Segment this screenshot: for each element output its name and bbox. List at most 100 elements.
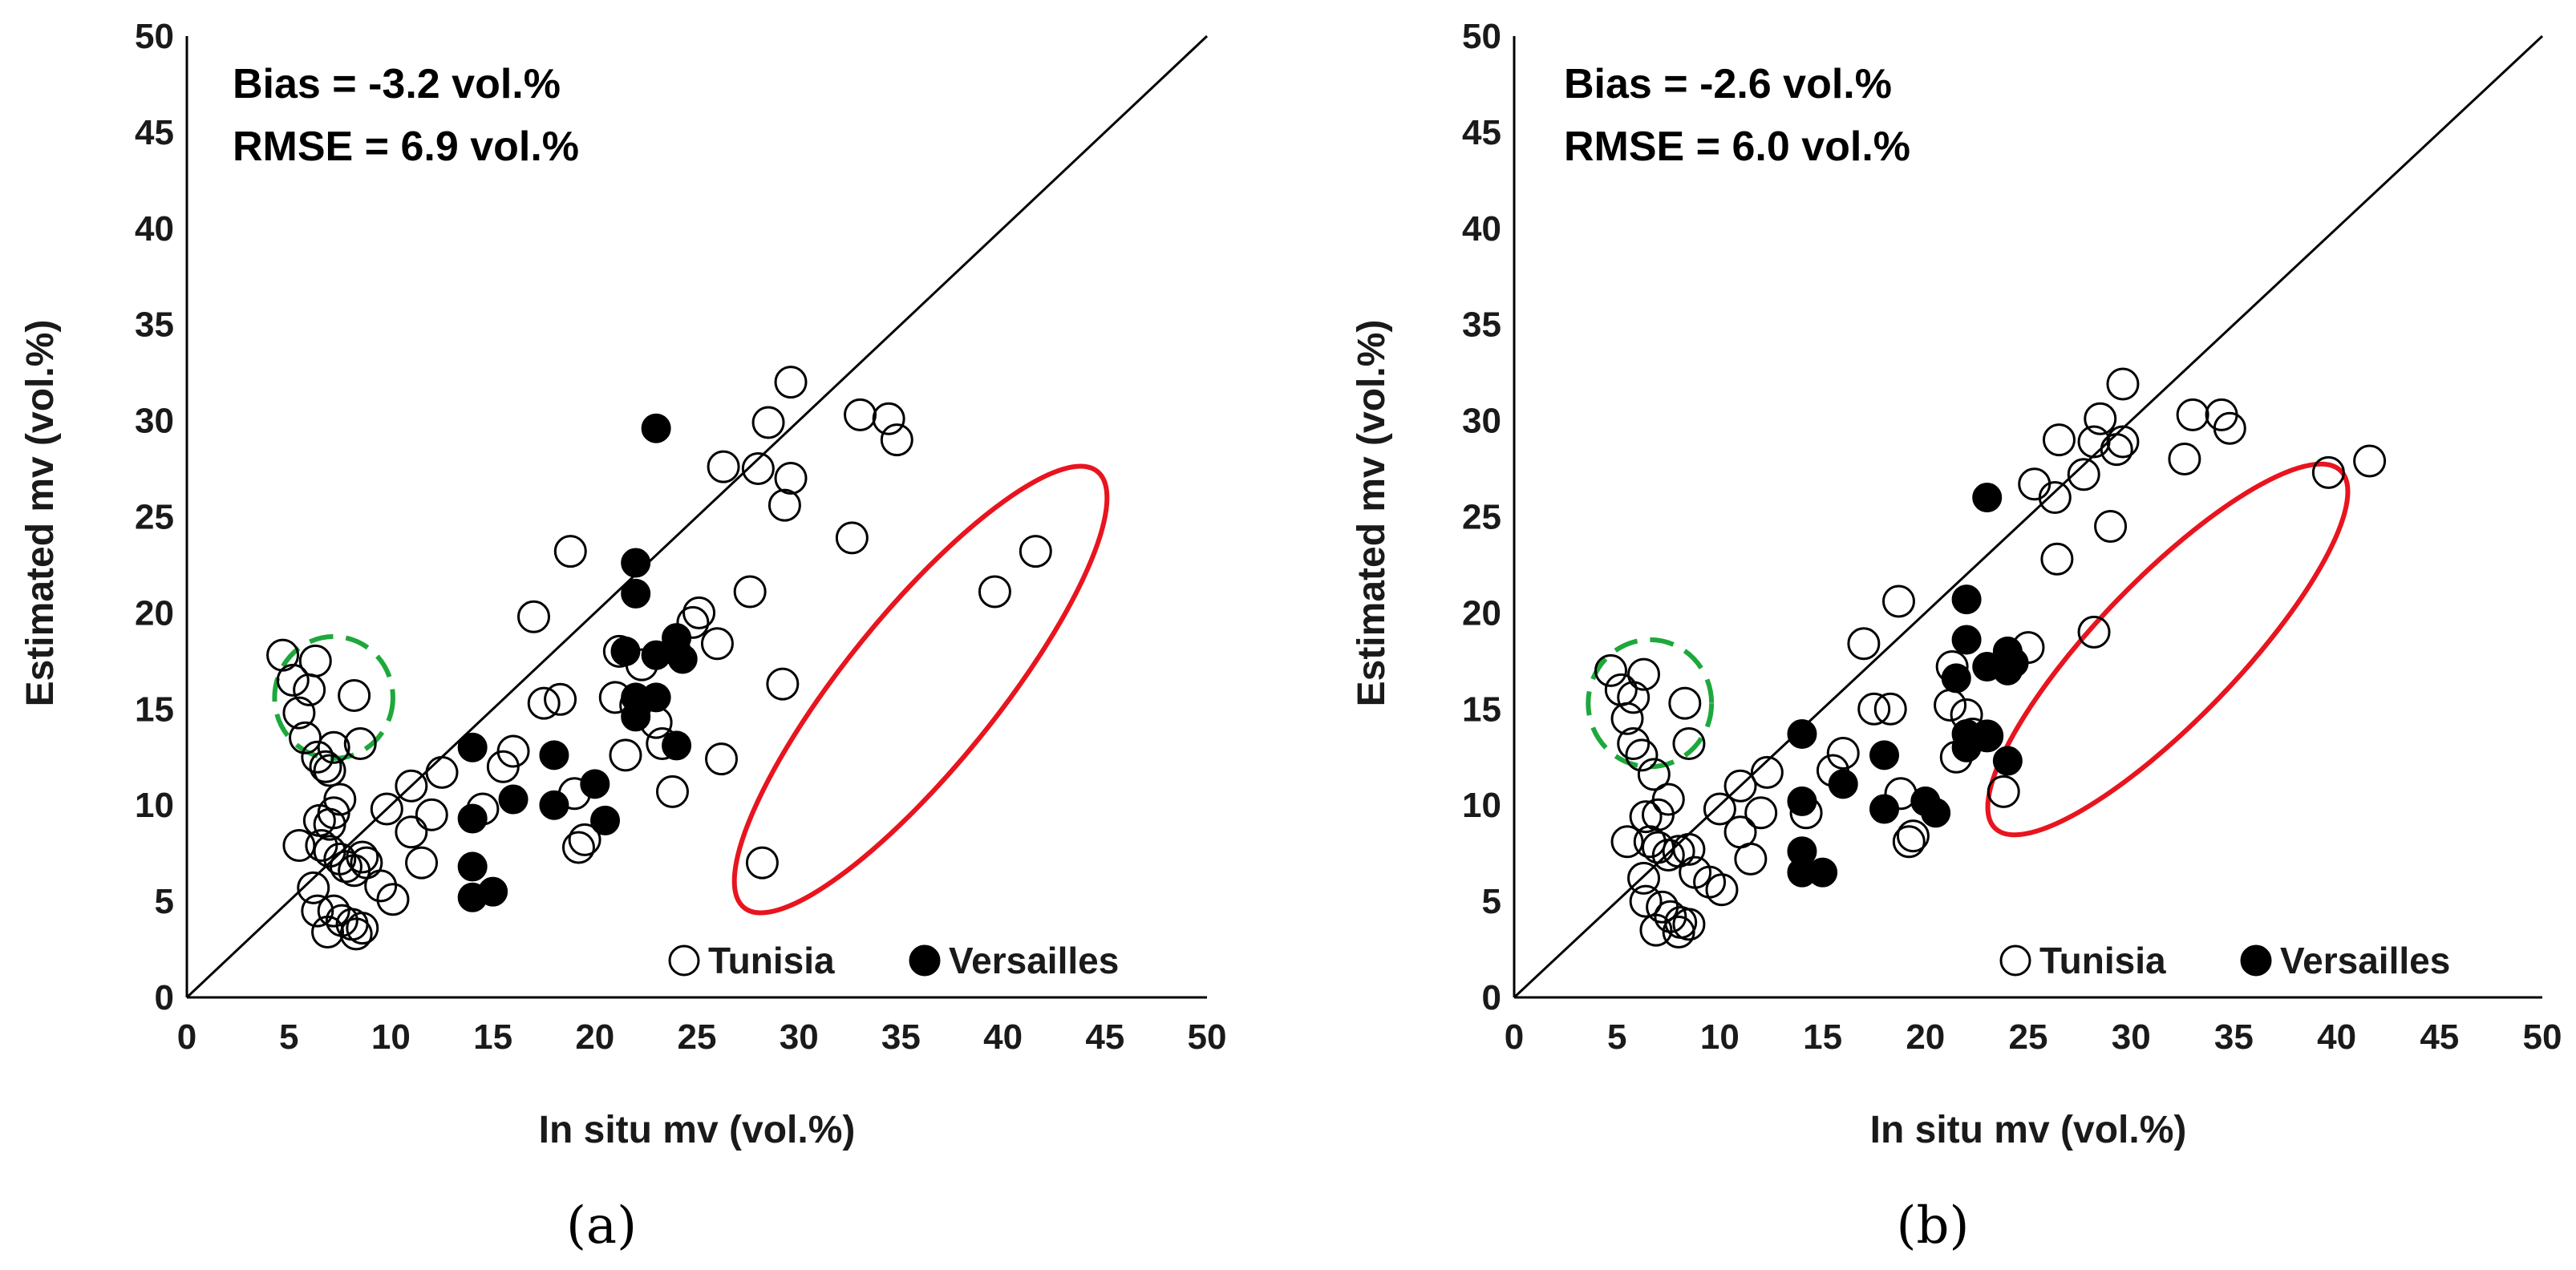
legend-open-marker <box>668 944 700 977</box>
point-tunisia <box>297 871 330 904</box>
x-axis-label: In situ mv (vol.%) <box>1870 1109 2187 1151</box>
point-tunisia <box>741 452 775 486</box>
point-tunisia <box>346 840 379 874</box>
point-tunisia <box>2084 402 2117 435</box>
panel-label-a: (a) <box>566 1196 637 1256</box>
point-tunisia <box>751 406 785 439</box>
point-versailles <box>498 784 529 815</box>
point-tunisia <box>1617 681 1651 714</box>
point-tunisia <box>2067 458 2100 491</box>
y-tick-label: 10 <box>135 786 174 825</box>
point-tunisia <box>682 596 716 629</box>
legend: Tunisia Versailles <box>668 940 1119 981</box>
x-tick-label: 5 <box>1607 1017 1626 1057</box>
legend: Tunisia Versailles <box>1999 940 2450 981</box>
x-tick-label: 40 <box>983 1017 1023 1057</box>
x-tick-label: 15 <box>1803 1017 1842 1057</box>
point-versailles <box>1941 663 1971 694</box>
point-tunisia <box>1750 755 1784 789</box>
legend-label-tunisia: Tunisia <box>708 940 835 981</box>
point-tunisia <box>301 894 334 928</box>
x-tick-label: 0 <box>1505 1017 1524 1057</box>
point-tunisia <box>561 831 595 864</box>
bias-stat: Bias = -2.6 vol.% <box>1564 61 1892 107</box>
rmse-stat: RMSE = 6.0 vol.% <box>1564 123 1910 170</box>
y-tick-label: 0 <box>155 978 174 1017</box>
point-tunisia <box>1744 796 1778 830</box>
point-tunisia <box>2077 615 2111 649</box>
point-tunisia <box>415 798 448 831</box>
point-versailles <box>590 805 621 835</box>
x-tick-labels: 0 5 10 15 20 25 30 35 40 45 50 <box>177 1017 1227 1057</box>
point-tunisia <box>1617 726 1651 760</box>
point-tunisia <box>1668 686 1702 720</box>
point-tunisia <box>425 755 459 789</box>
x-tick-label: 10 <box>371 1017 411 1057</box>
point-tunisia <box>544 682 577 716</box>
point-tunisia <box>1672 908 1706 941</box>
y-tick-label: 25 <box>1462 498 1501 537</box>
x-tick-label: 50 <box>1188 1017 1227 1057</box>
point-versailles <box>457 732 488 762</box>
point-versailles <box>1951 625 1982 655</box>
y-tick-labels: 0 5 10 15 20 25 30 35 40 45 50 <box>135 17 174 1017</box>
x-tick-label: 30 <box>780 1017 819 1057</box>
point-tunisia <box>2311 455 2345 489</box>
point-tunisia <box>2213 411 2246 445</box>
point-tunisia <box>2040 542 2074 576</box>
point-tunisia <box>745 846 779 880</box>
x-tick-label: 10 <box>1700 1017 1740 1057</box>
point-versailles <box>1808 857 1838 888</box>
point-versailles <box>610 636 641 666</box>
point-tunisia <box>872 402 905 435</box>
point-tunisia <box>553 535 587 568</box>
point-versailles <box>539 740 569 770</box>
y-tick-label: 35 <box>135 305 174 345</box>
point-tunisia <box>2094 509 2128 543</box>
x-tick-label: 30 <box>2112 1017 2151 1057</box>
point-tunisia <box>405 846 439 880</box>
y-tick-label: 5 <box>155 882 174 921</box>
point-tunisia <box>339 917 373 951</box>
point-tunisia <box>364 869 398 903</box>
legend-filled-marker <box>909 944 941 977</box>
point-tunisia <box>2042 423 2076 457</box>
point-versailles <box>1999 648 2029 678</box>
highlight-ellipse <box>731 463 1110 916</box>
point-tunisia <box>2100 433 2133 467</box>
point-tunisia <box>376 883 410 916</box>
point-tunisia <box>676 605 710 639</box>
point-tunisia <box>1826 736 1860 770</box>
y-tick-label: 30 <box>135 402 174 441</box>
point-versailles <box>1787 718 1817 749</box>
point-tunisia <box>880 423 913 457</box>
point-tunisia <box>609 738 642 772</box>
point-tunisia <box>1594 653 1628 687</box>
point-tunisia <box>313 754 346 787</box>
legend-label-versailles: Versailles <box>2280 940 2450 981</box>
point-tunisia <box>835 521 869 555</box>
point-tunisia <box>298 644 332 677</box>
y-tick-label: 40 <box>1462 209 1501 249</box>
point-tunisia <box>317 730 350 764</box>
x-tick-label: 50 <box>2523 1017 2562 1057</box>
point-tunisia <box>1627 657 1661 691</box>
point-versailles <box>621 548 651 578</box>
legend-label-tunisia: Tunisia <box>2039 940 2166 981</box>
point-tunisia <box>1857 692 1891 726</box>
x-tick-label: 35 <box>881 1017 921 1057</box>
y-tick-label: 25 <box>135 498 174 537</box>
y-tick-labels: 0 5 10 15 20 25 30 35 40 45 50 <box>1462 17 1501 1017</box>
x-tick-label: 25 <box>2009 1017 2048 1057</box>
point-tunisia <box>2077 425 2111 459</box>
point-versailles <box>1921 798 1951 828</box>
point-tunisia <box>282 696 316 730</box>
y-tick-label: 15 <box>1462 690 1501 729</box>
point-tunisia <box>1723 769 1757 803</box>
point-tunisia <box>329 850 363 884</box>
point-tunisia <box>733 575 767 609</box>
x-axis-label: In situ mv (vol.%) <box>539 1109 856 1151</box>
x-tick-label: 25 <box>678 1017 717 1057</box>
point-tunisia <box>1654 900 1687 933</box>
